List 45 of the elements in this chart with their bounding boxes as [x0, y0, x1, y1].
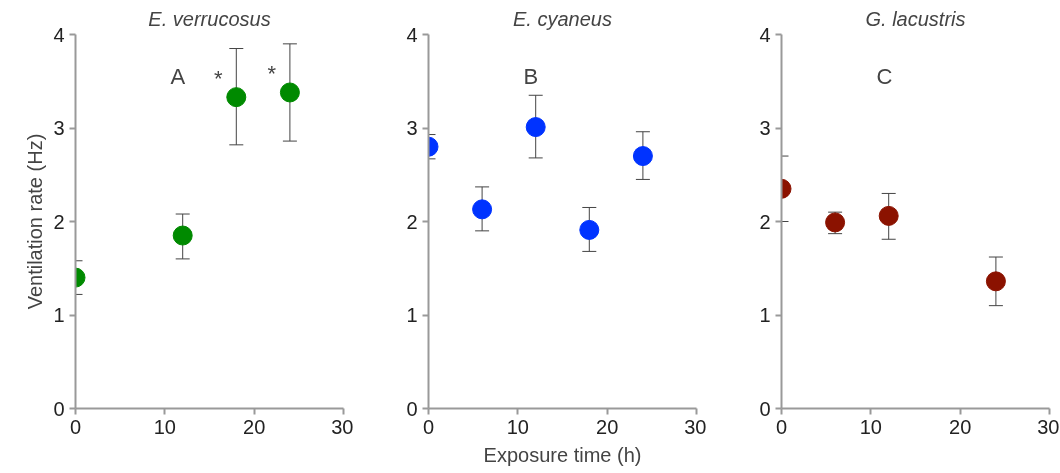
x-tick-label: 30 — [1037, 415, 1060, 438]
x-tick-label: 20 — [243, 415, 266, 438]
y-tick-label: 1 — [406, 304, 418, 326]
y-axis-title: Ventilation rate (Hz) — [23, 133, 46, 310]
x-tick-label: 10 — [859, 415, 882, 438]
y-tick-label: 0 — [406, 397, 418, 420]
x-tick-label: 0 — [775, 415, 788, 438]
point — [279, 82, 300, 103]
x-tick-label: 20 — [596, 415, 619, 438]
y-tick-label: 0 — [759, 397, 771, 420]
point — [632, 146, 653, 167]
x-tick-label: 10 — [153, 415, 176, 438]
x-axis-title: Exposure time (h) — [483, 443, 642, 466]
y-tick-label: 4 — [759, 23, 771, 46]
y-tick-label: 4 — [53, 23, 65, 46]
x-tick-label: 20 — [949, 415, 972, 438]
chart-title: E. cyaneus — [513, 7, 612, 30]
x-tick-label: 0 — [422, 415, 435, 438]
y-tick-label: 3 — [406, 117, 418, 139]
y-tick-label: 0 — [53, 397, 65, 420]
chart-title: G. lacustris — [865, 7, 966, 30]
point — [985, 271, 1006, 292]
point — [472, 199, 493, 220]
y-tick-label: 1 — [53, 304, 65, 326]
y-tick-label: 4 — [406, 23, 418, 46]
x-tick-label: 10 — [506, 415, 529, 438]
y-tick-label: 2 — [53, 210, 65, 233]
annotation: A — [170, 63, 186, 89]
y-tick-label: 1 — [759, 304, 771, 326]
point — [226, 87, 247, 108]
point — [579, 219, 600, 240]
y-tick-label: 3 — [53, 117, 65, 139]
y-tick-label: 2 — [759, 210, 771, 233]
x-tick-label: 0 — [69, 415, 82, 438]
chart-title: E. verrucosus — [148, 7, 271, 30]
annotation: * — [214, 66, 224, 92]
annotation: C — [876, 63, 893, 89]
x-tick-label: 30 — [684, 415, 707, 438]
y-tick-label: 2 — [406, 210, 418, 233]
annotation: * — [267, 61, 277, 87]
annotation: B — [523, 63, 539, 89]
x-tick-label: 30 — [331, 415, 354, 438]
point — [878, 205, 899, 226]
point — [525, 117, 546, 138]
y-tick-label: 3 — [759, 117, 771, 139]
